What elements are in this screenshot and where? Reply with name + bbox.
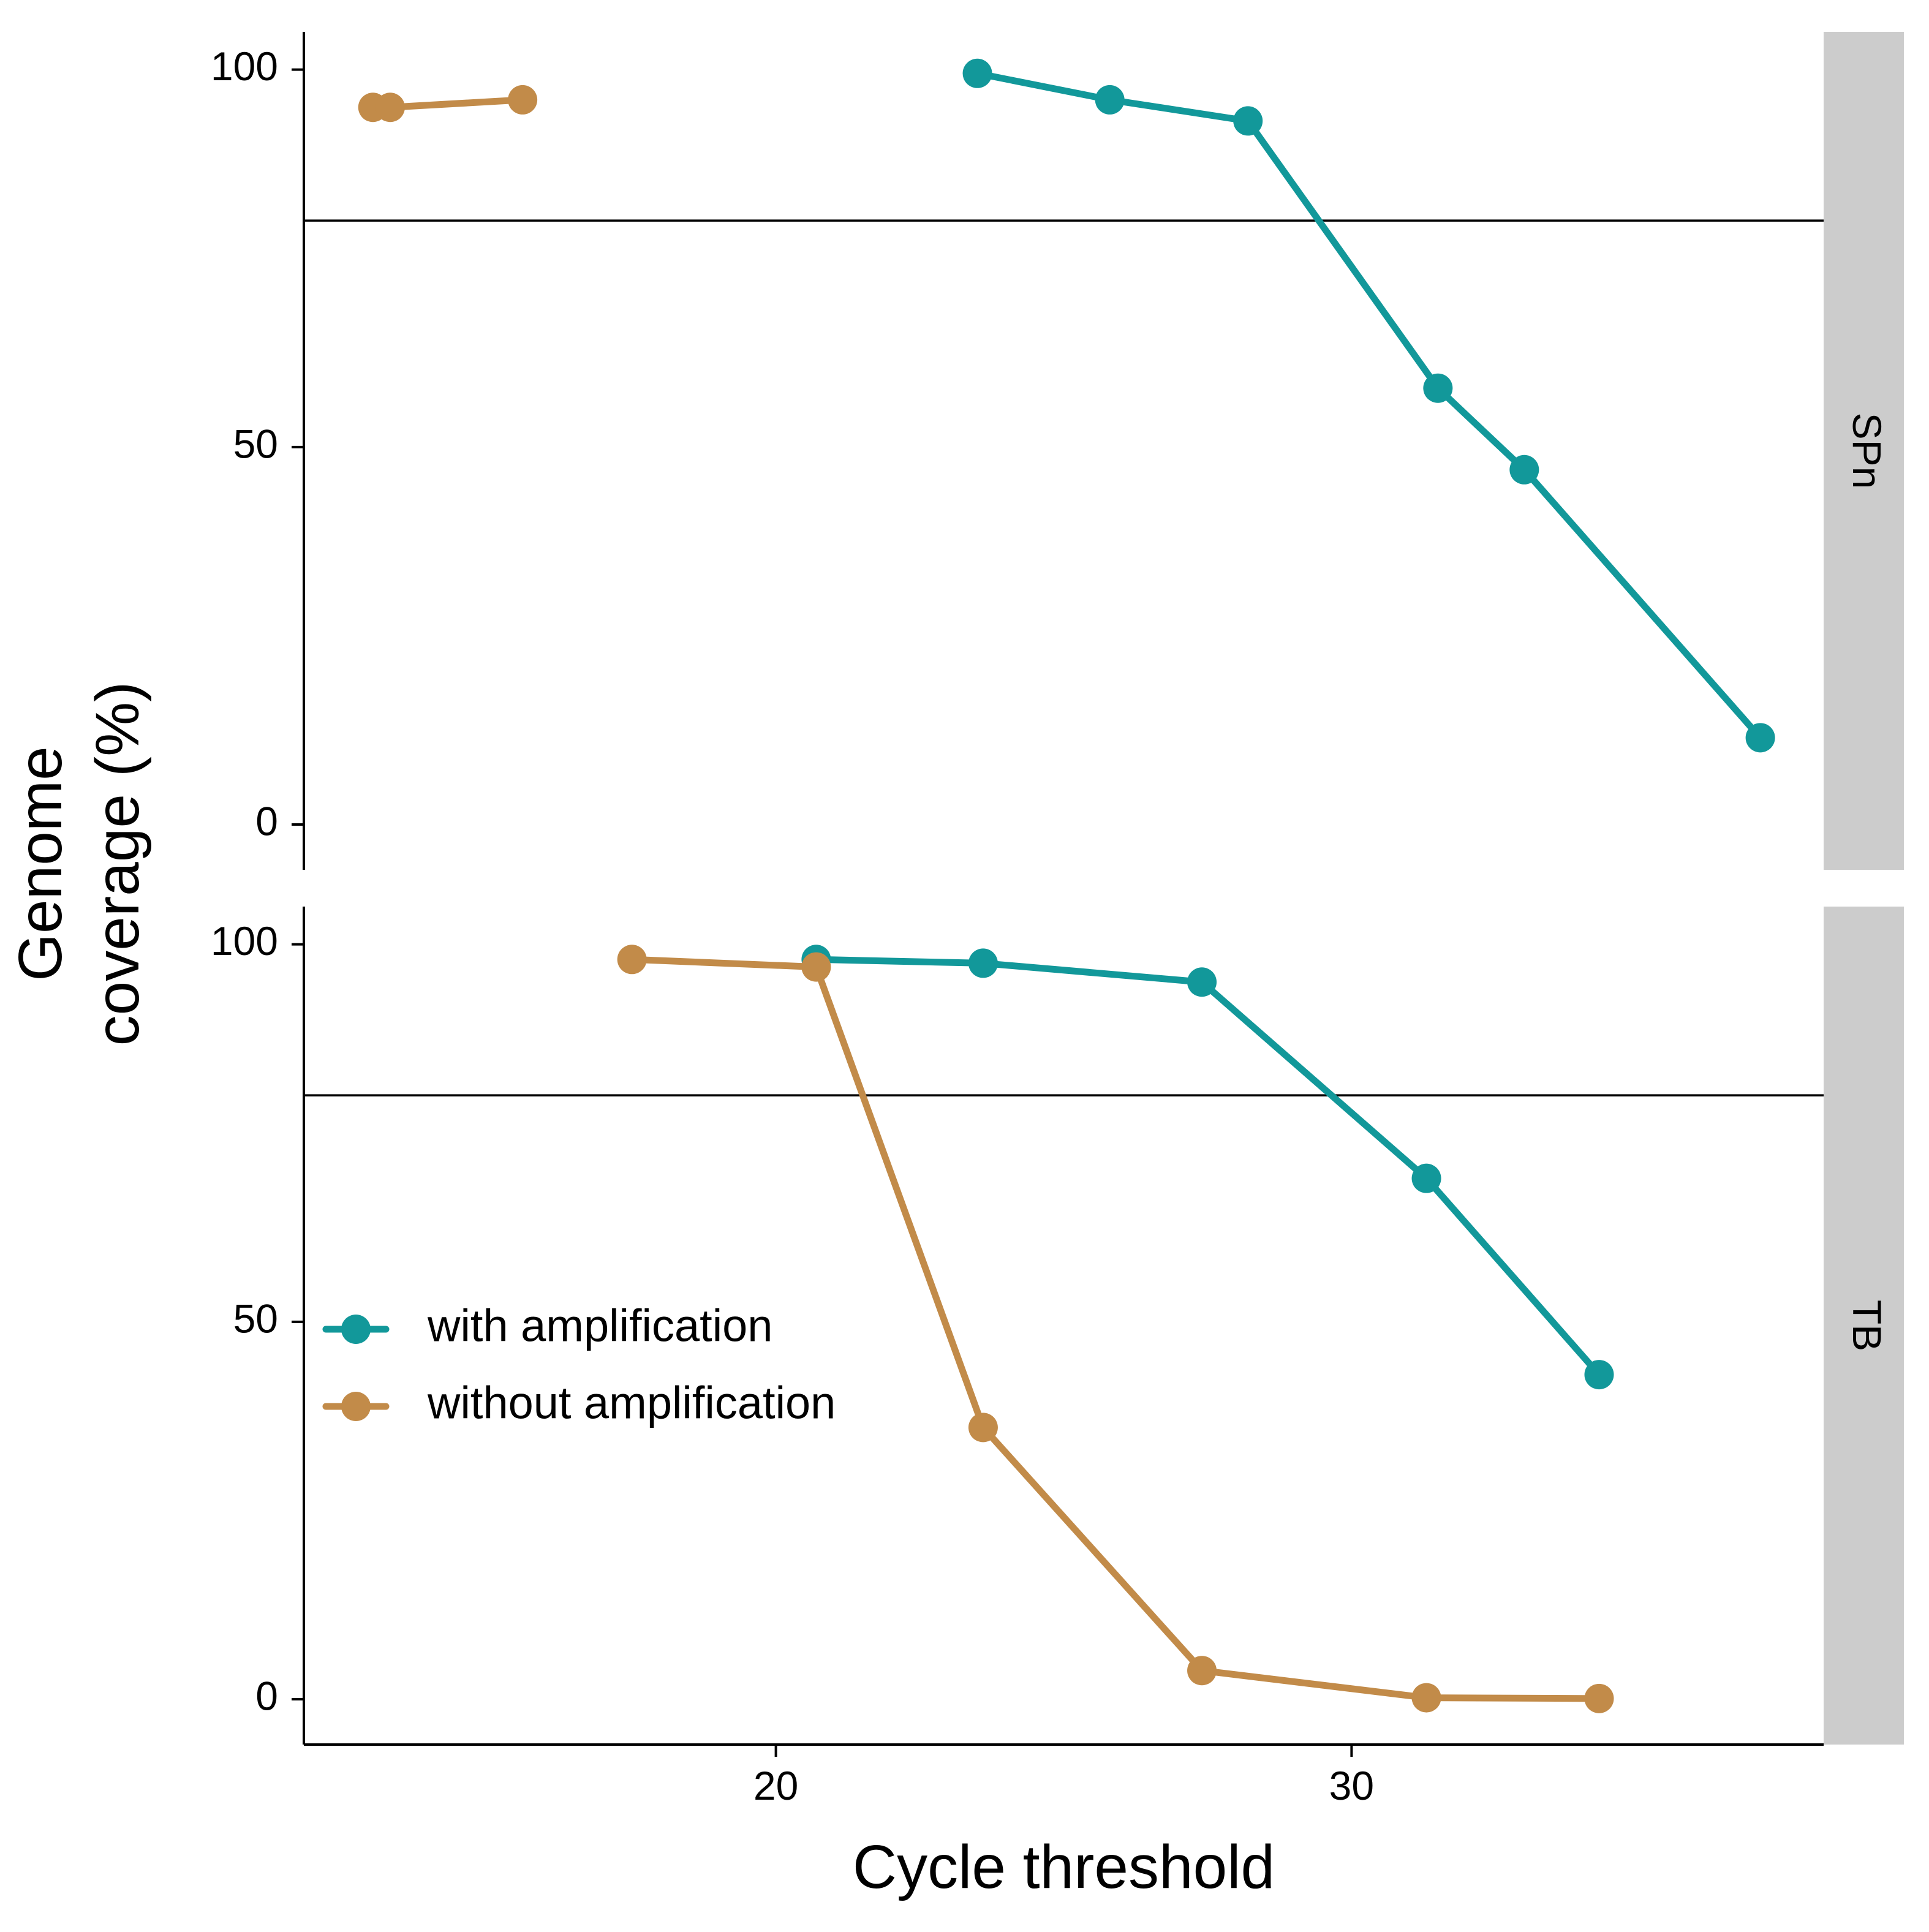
facet-strip-tb (1824, 907, 1904, 1745)
x-axis-title: Cycle threshold (853, 1833, 1275, 1901)
data-point-spn-with-amplification-2 (1233, 106, 1263, 136)
data-point-spn-with-amplification-5 (1745, 723, 1775, 753)
facet-strip-spn (1824, 32, 1904, 870)
data-point-tb-without-amplification-2 (968, 1413, 998, 1443)
data-point-spn-with-amplification-3 (1423, 373, 1453, 403)
data-point-spn-without-amplification-2 (508, 85, 538, 115)
y-tick-label-spn-50: 50 (233, 421, 278, 466)
y-tick-label-tb-0: 0 (255, 1673, 278, 1718)
data-point-spn-without-amplification-1 (375, 92, 405, 123)
x-tick-label-30: 30 (1329, 1763, 1374, 1808)
y-tick-label-tb-50: 50 (233, 1296, 278, 1341)
legend-label-without-amplification: without amplification (427, 1378, 836, 1428)
y-tick-label-tb-100: 100 (211, 918, 278, 964)
data-point-tb-with-amplification-2 (1187, 967, 1217, 997)
data-point-tb-without-amplification-4 (1411, 1683, 1441, 1713)
data-point-tb-with-amplification-3 (1411, 1163, 1441, 1193)
data-point-spn-with-amplification-1 (1095, 85, 1125, 115)
data-point-tb-without-amplification-1 (801, 952, 831, 982)
data-point-tb-with-amplification-4 (1584, 1360, 1614, 1390)
series-line-spn-with-amplification (974, 70, 1764, 741)
data-point-tb-without-amplification-3 (1187, 1656, 1217, 1686)
facet-label-spn: SPn (1844, 413, 1890, 489)
legend-label-with-amplification: with amplification (427, 1300, 772, 1351)
data-point-tb-without-amplification-5 (1584, 1683, 1614, 1713)
series-line-tb-without-amplification (629, 956, 1602, 1702)
data-point-tb-with-amplification-1 (968, 948, 998, 978)
data-point-tb-without-amplification-0 (617, 945, 647, 975)
legend-key-point-with-amplification (341, 1315, 371, 1344)
legend-key-point-without-amplification (341, 1392, 371, 1421)
facet-label-tb: TB (1844, 1300, 1890, 1351)
data-point-spn-with-amplification-0 (962, 58, 992, 88)
y-tick-label-spn-100: 100 (211, 43, 278, 89)
data-point-spn-with-amplification-4 (1509, 455, 1539, 485)
y-axis-title-line-2: coverage (%) (83, 682, 152, 1046)
y-tick-label-spn-0: 0 (255, 798, 278, 843)
y-axis-title-line-1: Genome (6, 746, 75, 981)
x-tick-label-20: 20 (753, 1763, 798, 1808)
series-line-tb-with-amplification (812, 956, 1602, 1378)
